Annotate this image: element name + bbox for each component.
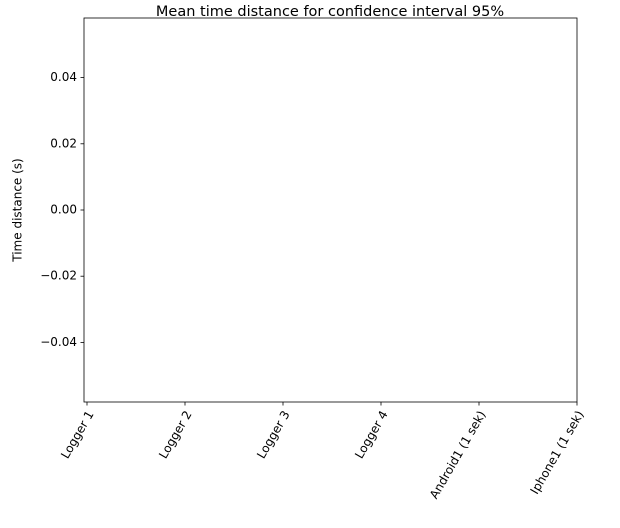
y-tick-label: 0.00 — [50, 203, 77, 217]
chart-title: Mean time distance for confidence interv… — [156, 4, 504, 20]
x-tick-label: Android1 (1 sek) — [427, 408, 489, 501]
y-tick-label: −0.04 — [40, 335, 77, 349]
x-tick-label: Logger 2 — [156, 408, 195, 461]
x-tick-label: Logger 3 — [254, 408, 293, 461]
y-tick-label: −0.02 — [40, 269, 77, 283]
plot-frame — [83, 17, 578, 403]
x-tick-label: Logger 1 — [58, 408, 97, 461]
x-tick-label: Logger 4 — [352, 408, 391, 461]
x-tick-label: Iphone1 (1 sek) — [528, 408, 587, 496]
y-axis-label: Time distance (s) — [11, 158, 25, 262]
y-tick-label: 0.04 — [50, 70, 77, 84]
y-tick-label: 0.02 — [50, 136, 77, 150]
